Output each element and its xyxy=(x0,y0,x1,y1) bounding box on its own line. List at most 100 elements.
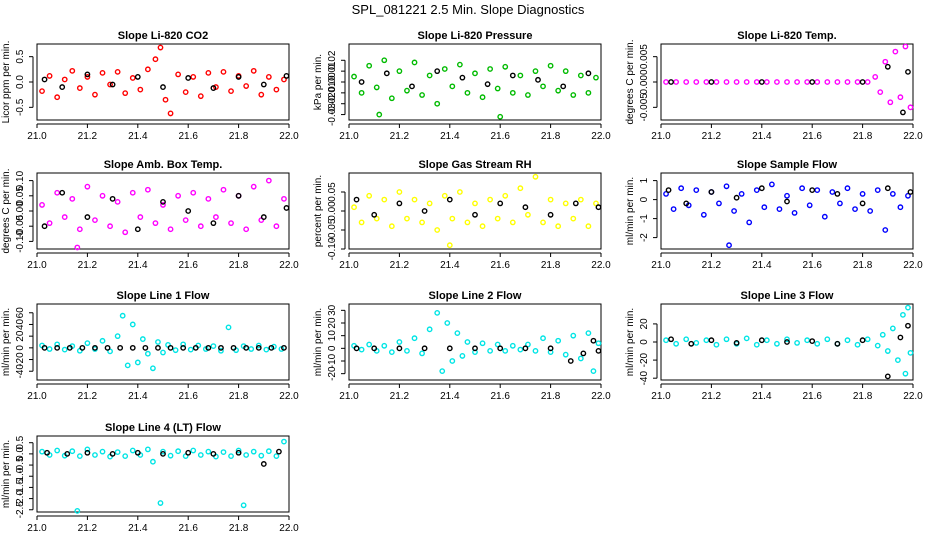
panel-2-data-point xyxy=(540,83,546,90)
panel-7-data-point xyxy=(41,344,48,351)
panel-4-y-tick-label: 0.10 xyxy=(15,170,26,190)
panel-10-data-point xyxy=(185,449,192,456)
panel-10-data-point xyxy=(160,448,166,455)
panel-8-data-point xyxy=(567,358,574,364)
panel-6-data-point xyxy=(665,187,672,194)
panel-2-data-point xyxy=(593,74,599,81)
panel-3-data-point xyxy=(854,79,861,85)
panel-10-data-point xyxy=(76,453,83,460)
panel-2-y-tick-label: 0.01 xyxy=(327,61,338,81)
panel-1-data-point xyxy=(109,81,116,88)
panel-7-x-tick-label: 21.4 xyxy=(128,391,148,402)
panel-7-data-point xyxy=(61,346,68,353)
panel-7-x-tick-label: 22.0 xyxy=(279,391,299,402)
panel-8-data-point xyxy=(487,347,494,354)
panel-4-data-point xyxy=(283,205,290,211)
panel-1-data-point xyxy=(220,68,227,75)
panel-5-x-tick-label: 21.2 xyxy=(390,260,410,271)
panel-5-data-point xyxy=(585,223,592,230)
panel-4-y-tick-label: 0.00 xyxy=(15,201,26,221)
panel-6-data-point xyxy=(799,185,806,192)
panel-4-data-point xyxy=(46,220,53,227)
panel-9-data-point xyxy=(864,336,871,343)
panel-10-data-point xyxy=(205,448,212,455)
panel-6-data-point xyxy=(663,190,669,197)
panel-10-data-point xyxy=(129,447,136,454)
panel-5-x-tick-label: 21.6 xyxy=(490,260,510,271)
panel-1-x-tick-label: 21.2 xyxy=(78,131,98,142)
panel-7-series-primary xyxy=(39,312,285,372)
panel-2-y-tick-label: 0.00 xyxy=(327,72,338,92)
panel-1-data-point xyxy=(114,68,121,75)
panel-1-data-point xyxy=(228,88,234,95)
panel-10-data-point xyxy=(258,452,265,459)
panel-7-data-point xyxy=(180,341,187,348)
panel-3-y-tick-label: -0.005 xyxy=(639,93,650,122)
panel-2-data-point xyxy=(351,73,357,80)
panel-10-data-point xyxy=(150,458,156,465)
panel-10-data-point xyxy=(250,448,257,455)
panel-8-y-tick-label: 20 xyxy=(327,317,338,329)
panel-2-data-point xyxy=(434,100,441,107)
panel-4-data-point xyxy=(84,214,91,220)
panel-2-data-point xyxy=(383,70,390,77)
panel-1-data-point xyxy=(185,75,192,81)
panel-9-data-point xyxy=(844,337,851,344)
panel-7-data-point xyxy=(99,337,106,344)
panel-1-data-point xyxy=(265,74,272,80)
panel-8-data-point xyxy=(595,340,602,347)
panel-10-x-tick-label: 22.0 xyxy=(279,523,299,534)
panel-10-data-point xyxy=(39,448,45,455)
panel-9-x-tick-label: 22.0 xyxy=(903,391,923,402)
panel-10-series-primary xyxy=(39,438,287,514)
panel-7-data-point xyxy=(150,365,156,372)
panel-5-data-point xyxy=(479,223,486,230)
panel-8-data-point xyxy=(509,342,516,349)
panel-1-x-axis: 21.0 21.2 21.4 21.6 21.8 22.0 xyxy=(27,123,299,142)
panel-4-data-point xyxy=(182,217,189,224)
panel-4-x-tick-label: 21.6 xyxy=(178,260,198,271)
panel-4-data-point xyxy=(61,214,68,220)
panel-3-data-point xyxy=(892,48,899,55)
panel-7-x-tick-label: 21.8 xyxy=(229,391,249,402)
panel-7-data-point xyxy=(142,344,149,351)
panel-4-data-point xyxy=(114,198,121,205)
panel-5-data-point xyxy=(464,219,471,226)
panel-7-data-point xyxy=(255,344,262,351)
panel-8-data-point xyxy=(358,346,365,353)
panel-10-data-point xyxy=(276,448,282,455)
panel-6-data-point xyxy=(859,200,866,207)
panel-7-data-point xyxy=(117,344,124,351)
panel-3-x-tick-label: 21.4 xyxy=(752,131,772,142)
panel-8-data-point xyxy=(497,345,504,352)
panel-6-data-point xyxy=(723,183,730,190)
panel-3-data-point xyxy=(814,79,821,85)
panel-9-data-point xyxy=(663,337,669,344)
panel-1-data-point xyxy=(46,73,53,79)
panel-6-data-point xyxy=(733,194,740,201)
panel-10-y-tick-label: 0.0 xyxy=(15,446,26,460)
panel-5-data-point xyxy=(525,211,531,218)
panel-2-data-point xyxy=(441,66,448,72)
panel-6-data-point xyxy=(738,190,745,197)
panel-5-x-tick-label: 21.4 xyxy=(440,260,460,271)
panel-8-data-point xyxy=(522,345,529,352)
panel-3-data-point xyxy=(733,79,740,85)
panel-10-data-point xyxy=(74,507,81,514)
panel-2-data-point xyxy=(502,63,509,70)
panel-6-data-point xyxy=(897,204,904,211)
panel-1-data-point xyxy=(157,44,164,51)
panel-7-y-tick-label: 60 xyxy=(15,307,26,319)
panel-6-x-tick-label: 21.8 xyxy=(853,260,873,271)
panel-3-data-point xyxy=(743,79,750,85)
panel-9-y-label: ml/min per min. xyxy=(625,308,636,376)
panel-9-data-point xyxy=(784,339,790,345)
panel-8-data-point xyxy=(479,340,486,347)
panel-10-y-tick-label: -0.5 xyxy=(15,456,26,474)
panel-9-data-point xyxy=(708,337,715,344)
panel-10-x-tick-label: 21.6 xyxy=(178,523,198,534)
panel-5-data-point xyxy=(487,196,494,203)
panel-2-data-point xyxy=(532,68,539,75)
panel-6: Slope Sample Flow 21.0 21.2 21.4 21.6 21.8 22.… xyxy=(625,159,923,271)
